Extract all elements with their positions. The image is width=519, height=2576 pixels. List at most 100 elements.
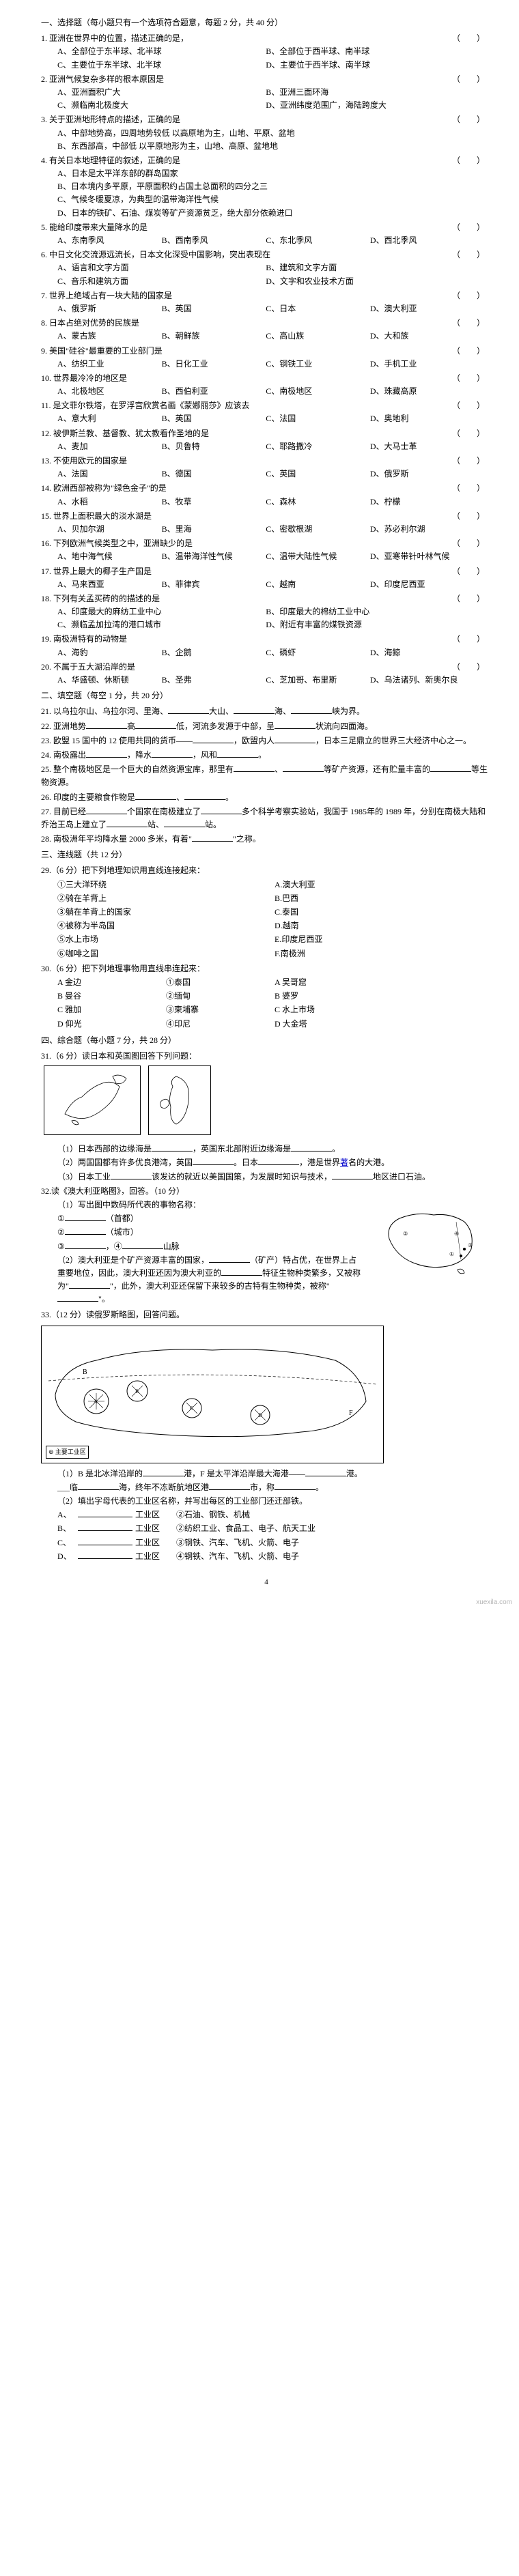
blank bbox=[135, 791, 176, 800]
answer-paren: （ ） bbox=[452, 427, 485, 440]
blank bbox=[184, 791, 225, 800]
answer-paren: （ ） bbox=[452, 289, 485, 302]
question-stem: 12. 被伊斯兰教、基督教、犹太教看作圣地的是（ ） bbox=[41, 427, 492, 440]
question-19: 19. 南极洲特有的动物是（ ）A、海豹B、企鹅C、磷虾D、海鲸 bbox=[41, 633, 492, 659]
option: D、乌法诸列、新奥尔良 bbox=[370, 674, 466, 687]
industry-row: A、工业区②石油、钢铁、机械 bbox=[57, 1508, 492, 1521]
question-5: 5. 能给印度带来大量降水的是（ ）A、东南季风B、西南季风C、东北季风D、西北… bbox=[41, 221, 492, 247]
option: B、日本境内多平原，平原面积约占国土总面积的四分之三 bbox=[57, 180, 479, 193]
blank bbox=[217, 749, 258, 758]
blank bbox=[164, 818, 205, 827]
option: D、附近有丰富的煤铁资源 bbox=[266, 618, 466, 631]
option: A、马来西亚 bbox=[57, 578, 153, 591]
question-7: 7. 世界上绝域占有一块大陆的国家是（ ）A、俄罗斯B、英国C、日本D、澳大利亚 bbox=[41, 289, 492, 315]
section3-title: 三、连线题（共 12 分） bbox=[41, 848, 492, 861]
blank bbox=[291, 705, 332, 714]
option: A、日本是太平洋东部的群岛国家 bbox=[57, 167, 479, 180]
answer-paren: （ ） bbox=[452, 372, 485, 385]
option: D、苏必利尔湖 bbox=[370, 523, 466, 536]
blank bbox=[143, 1468, 184, 1476]
question-stem: 19. 南极洲特有的动物是（ ） bbox=[41, 633, 492, 646]
question-13: 13. 不使用欧元的国家是（ ）A、法国B、德国C、英国D、俄罗斯 bbox=[41, 455, 492, 481]
map-legend: ⊛ 主要工业区 bbox=[46, 1446, 89, 1458]
option: C、东北季风 bbox=[266, 234, 361, 247]
question-15: 15. 世界上面积最大的淡水湖是（ ）A、贝加尔湖B、里海C、密歇根湖D、苏必利… bbox=[41, 510, 492, 536]
question-stem: 17. 世界上最大的椰子生产国是（ ） bbox=[41, 565, 492, 578]
option: D、柠檬 bbox=[370, 496, 466, 509]
option: C、森林 bbox=[266, 496, 361, 509]
option: D、珠藏高原 bbox=[370, 385, 466, 398]
option: A、全部位于东半球、北半球 bbox=[57, 45, 257, 58]
section1-title: 一、选择题（每小题只有一个选项符合题意，每题 2 分，共 40 分） bbox=[41, 16, 492, 29]
question-3: 3. 关于亚洲地形特点的描述，正确的是（ ）A、中部地势高，四周地势较低 以高原… bbox=[41, 113, 492, 153]
option: A、亚洲面积广大 bbox=[57, 86, 257, 99]
svg-text:C: C bbox=[190, 1405, 193, 1412]
blank bbox=[258, 1156, 299, 1165]
match-left: A 金边 bbox=[57, 976, 166, 989]
option: A、麦加 bbox=[57, 440, 153, 453]
match-right: C 水上市场 bbox=[275, 1003, 383, 1016]
option: A、法国 bbox=[57, 468, 153, 481]
blank bbox=[122, 1240, 163, 1249]
match-right: B 婆罗 bbox=[275, 990, 383, 1003]
blank bbox=[305, 1468, 346, 1476]
industry-row: D、工业区④钢铁、汽车、飞机、火箭、电子 bbox=[57, 1550, 492, 1563]
q33: 33.（12 分）读俄罗斯略图，回答问题。 B F A B C D ⊛ 主 bbox=[41, 1308, 492, 1564]
q31-stem: 31.（6 分）读日本和英国图回答下列问题： bbox=[41, 1050, 492, 1063]
match-mid: ③柬埔寨 bbox=[166, 1003, 275, 1016]
q32-stem: 32.读《澳大利亚略图》，回答。（10 分） bbox=[41, 1185, 492, 1198]
match-mid: ④印尼 bbox=[166, 1018, 275, 1031]
svg-text:B: B bbox=[135, 1388, 139, 1394]
match-left: D 仰光 bbox=[57, 1018, 166, 1031]
blank bbox=[65, 1240, 106, 1249]
svg-text:②: ② bbox=[468, 1242, 473, 1248]
highlighted-text: 著 bbox=[340, 1158, 348, 1167]
answer-paren: （ ） bbox=[452, 592, 485, 605]
blank bbox=[65, 1212, 106, 1221]
sub-line: （1）B 是北冰洋沿岸的港，F 是太平洋沿岸最大海港——港。 bbox=[57, 1468, 492, 1480]
blank bbox=[107, 818, 148, 827]
blank bbox=[78, 1508, 132, 1517]
svg-text:A: A bbox=[94, 1399, 98, 1405]
option: D、亚洲纬度范围广，海陆跨度大 bbox=[266, 99, 466, 112]
answer-paren: （ ） bbox=[452, 537, 485, 550]
blank bbox=[152, 749, 193, 758]
blank bbox=[78, 1550, 132, 1559]
option: B、印度最大的棉纺工业中心 bbox=[266, 605, 466, 618]
option: C、法国 bbox=[266, 412, 361, 425]
answer-paren: （ ） bbox=[452, 32, 485, 45]
blank bbox=[193, 734, 234, 743]
blank bbox=[152, 1143, 193, 1151]
match-left: ④被称为半岛国 bbox=[57, 919, 275, 932]
option: A、印度最大的麻纺工业中心 bbox=[57, 605, 257, 618]
q29: 29.（6 分）把下列地理知识用直线连接起来： ①三大洋环绕②骑在羊背上③躺在羊… bbox=[41, 864, 492, 960]
match-left: C 雅加 bbox=[57, 1003, 166, 1016]
match-right: A.澳大利亚 bbox=[275, 878, 492, 891]
option: A、俄罗斯 bbox=[57, 302, 153, 315]
option: D、俄罗斯 bbox=[370, 468, 466, 481]
blank bbox=[430, 763, 471, 772]
match-right: B.巴西 bbox=[275, 892, 492, 905]
option: C、濒临孟加拉湾的港口城市 bbox=[57, 618, 257, 631]
blank bbox=[78, 1481, 119, 1490]
blank bbox=[209, 1481, 250, 1490]
question-stem: 10. 世界最冷冷的地区是（ ） bbox=[41, 372, 492, 385]
blank bbox=[57, 1293, 98, 1302]
watermark: xuexila.com bbox=[0, 1596, 519, 1609]
answer-paren: （ ） bbox=[452, 399, 485, 412]
option: C、濒临南北极度大 bbox=[57, 99, 257, 112]
option: A、贝加尔湖 bbox=[57, 523, 153, 536]
option: D、大马士革 bbox=[370, 440, 466, 453]
option: D、奥地利 bbox=[370, 412, 466, 425]
option: B、全部位于西半球、南半球 bbox=[266, 45, 466, 58]
question-14: 14. 欧洲西部被称为"绿色金子"的是（ ）A、水稻B、牧草C、森林D、柠檬 bbox=[41, 482, 492, 508]
option: A、东南季风 bbox=[57, 234, 153, 247]
option: C、芝加哥、布里斯 bbox=[266, 674, 361, 687]
blank bbox=[65, 1226, 106, 1235]
section2-title: 二、填空题（每空 1 分，共 20 分） bbox=[41, 689, 492, 702]
match-right: D 大金塔 bbox=[275, 1018, 383, 1031]
blank bbox=[78, 1536, 132, 1545]
option: B、亚洲三面环海 bbox=[266, 86, 466, 99]
blank bbox=[86, 749, 127, 758]
question-8: 8. 日本占绝对优势的民族是（ ）A、蒙古族B、朝鲜族C、高山族D、大和族 bbox=[41, 317, 492, 343]
